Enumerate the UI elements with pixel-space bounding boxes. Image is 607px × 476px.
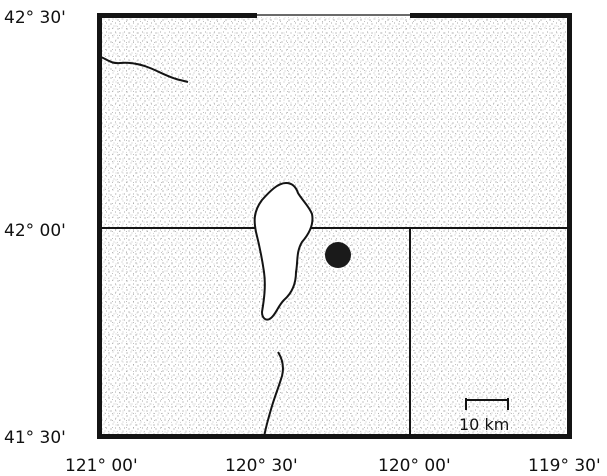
scale-bar-label: 10 km [459, 415, 509, 434]
map-frame [97, 13, 572, 439]
lon-label-120-00: 120° 00' [378, 456, 451, 476]
lon-label-120-30: 120° 30' [225, 456, 298, 476]
event-marker[interactable] [325, 242, 351, 268]
lat-label-42-30: 42° 30' [4, 8, 66, 28]
coastline-northwest [100, 56, 189, 83]
lat-label-42-00: 42° 00' [4, 221, 66, 241]
scale-bar: 10 km [459, 398, 509, 434]
lake-outline [253, 181, 314, 321]
lon-label-121-00: 121° 00' [65, 456, 138, 476]
lon-label-119-30: 119° 30' [528, 456, 601, 476]
lat-label-41-30: 41° 30' [4, 428, 66, 448]
river-south [263, 351, 284, 438]
